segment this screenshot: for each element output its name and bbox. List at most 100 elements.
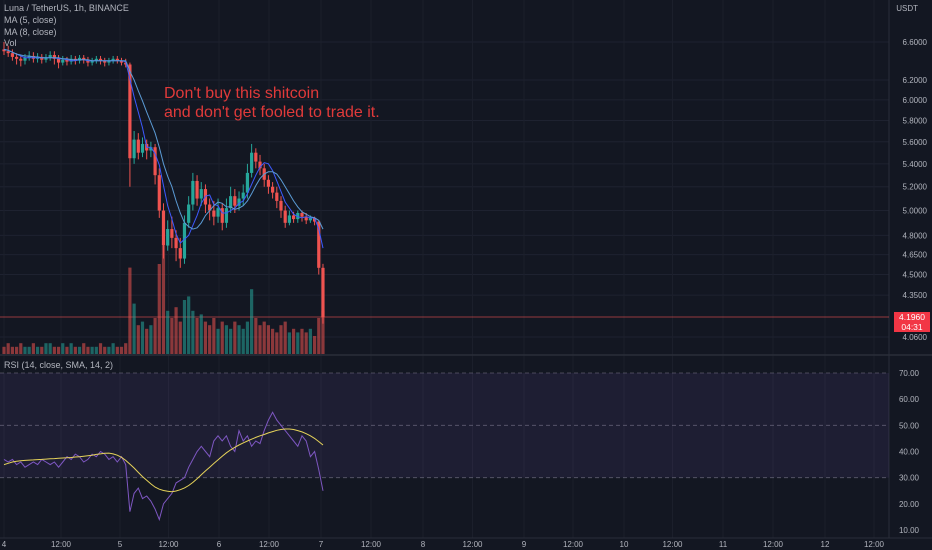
volume-bar bbox=[195, 318, 199, 354]
candle-body bbox=[208, 204, 212, 211]
volume-bar bbox=[56, 346, 61, 354]
candle-body bbox=[266, 179, 271, 187]
candle-body bbox=[103, 60, 107, 63]
volume-bar bbox=[86, 346, 90, 354]
volume-bar bbox=[149, 325, 153, 354]
price-tick-label: 6.2000 bbox=[903, 76, 928, 85]
candle-body bbox=[19, 58, 23, 61]
candle-body bbox=[321, 267, 325, 317]
candle-body bbox=[182, 222, 187, 259]
price-tick-label: 6.0000 bbox=[903, 96, 928, 105]
volume-bar bbox=[73, 346, 77, 354]
candle-body bbox=[279, 200, 283, 211]
candle-body bbox=[2, 49, 6, 52]
candle-body bbox=[275, 192, 279, 201]
volume-bar bbox=[212, 318, 216, 354]
candle-body bbox=[23, 57, 27, 61]
volume-bar bbox=[241, 328, 245, 354]
time-tick-label: 12:00 bbox=[158, 540, 179, 549]
volume-bar bbox=[52, 346, 56, 354]
candle-body bbox=[90, 60, 94, 63]
candle-body bbox=[258, 161, 262, 169]
currency-label[interactable]: USDT bbox=[896, 4, 918, 13]
volume-bar bbox=[229, 328, 233, 354]
price-tick-label: 4.3500 bbox=[903, 291, 928, 300]
time-tick-label: 4 bbox=[2, 540, 7, 549]
price-tick-label: 4.5000 bbox=[903, 271, 928, 280]
candle-body bbox=[10, 53, 14, 57]
volume-bar bbox=[23, 346, 27, 354]
time-tick-label: 6 bbox=[217, 540, 222, 549]
volume-bar bbox=[166, 310, 170, 354]
volume-bar bbox=[119, 346, 124, 354]
time-tick-label: 12:00 bbox=[662, 540, 683, 549]
time-tick-label: 5 bbox=[118, 540, 123, 549]
rsi-legend[interactable]: RSI (14, close, SMA, 14, 2) bbox=[4, 360, 114, 370]
volume-bar bbox=[203, 321, 208, 354]
time-tick-label: 12:00 bbox=[462, 540, 483, 549]
candle-body bbox=[98, 58, 103, 61]
candle-body bbox=[94, 58, 98, 61]
symbol-legend[interactable]: Luna / TetherUS, 1h, BINANCE bbox=[4, 3, 129, 13]
candle-body bbox=[296, 212, 300, 220]
candle-body bbox=[140, 143, 145, 153]
candle-body bbox=[237, 198, 241, 206]
rsi-tick-label: 60.00 bbox=[899, 395, 920, 404]
volume-bar bbox=[321, 310, 325, 354]
candle-body bbox=[317, 221, 321, 268]
rsi-tick-label: 20.00 bbox=[899, 500, 920, 509]
time-tick-label: 12:00 bbox=[763, 540, 784, 549]
volume-bar bbox=[233, 321, 237, 354]
ma8-legend[interactable]: MA (8, close) bbox=[4, 27, 57, 37]
candle-body bbox=[178, 248, 182, 259]
candle-body bbox=[187, 204, 191, 223]
volume-bar bbox=[98, 343, 103, 354]
volume-bar bbox=[262, 321, 266, 354]
volume-bar bbox=[216, 328, 220, 354]
volume-bar bbox=[19, 343, 23, 354]
candle-body bbox=[312, 217, 317, 222]
candle-body bbox=[161, 210, 166, 246]
volume-bar bbox=[65, 346, 69, 354]
price-tick-label: 5.8000 bbox=[903, 116, 928, 125]
candle-body bbox=[291, 215, 296, 220]
rsi-tick-label: 40.00 bbox=[899, 448, 920, 457]
volume-bar bbox=[48, 343, 52, 354]
time-tick-label: 8 bbox=[421, 540, 426, 549]
time-tick-label: 12:00 bbox=[51, 540, 72, 549]
candle-body bbox=[241, 192, 245, 199]
rsi-tick-label: 70.00 bbox=[899, 369, 920, 378]
volume-bar bbox=[304, 332, 308, 354]
candle-body bbox=[212, 210, 216, 217]
candle-body bbox=[304, 216, 308, 221]
volume-bar bbox=[308, 328, 312, 354]
candle-body bbox=[14, 56, 19, 59]
price-tick-label: 5.4000 bbox=[903, 160, 928, 169]
candle-body bbox=[283, 210, 287, 223]
volume-bar bbox=[107, 346, 111, 354]
volume-bar bbox=[90, 346, 94, 354]
candle-body bbox=[229, 196, 233, 209]
ma8-line bbox=[3, 48, 324, 230]
candles bbox=[2, 42, 325, 324]
ma5-legend[interactable]: MA (5, close) bbox=[4, 15, 57, 25]
candle-body bbox=[174, 237, 178, 249]
candle-body bbox=[56, 58, 61, 63]
candle-body bbox=[128, 64, 132, 159]
volume-bar bbox=[296, 332, 300, 354]
volume-bar bbox=[111, 343, 115, 354]
candle-body bbox=[157, 175, 161, 211]
ma5-line bbox=[3, 48, 324, 249]
candle-body bbox=[224, 208, 229, 223]
candle-body bbox=[115, 58, 119, 61]
candle-body bbox=[300, 212, 304, 217]
volume-bar bbox=[2, 346, 6, 354]
volume-bar bbox=[245, 321, 250, 354]
candle-body bbox=[119, 60, 124, 63]
annotation-text[interactable]: Don't buy this shitcoin and don't get fo… bbox=[164, 84, 380, 122]
vol-legend[interactable]: Vol bbox=[4, 38, 17, 48]
volume-bar bbox=[124, 343, 128, 354]
volume-bar bbox=[115, 346, 119, 354]
volume-bar bbox=[287, 332, 291, 354]
